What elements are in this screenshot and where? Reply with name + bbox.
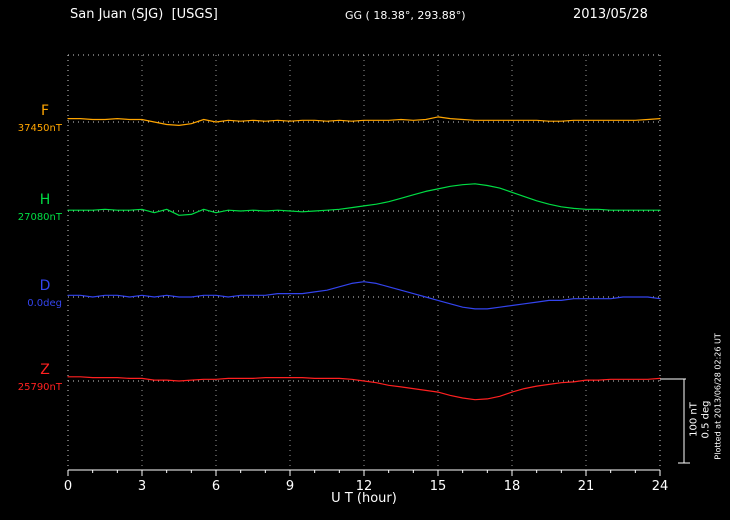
scale-bar-deg-label: 0.5 deg <box>700 400 712 439</box>
x-tick-label: 15 <box>430 479 447 494</box>
x-tick-label: 21 <box>578 479 595 494</box>
series-label-d: D <box>39 278 51 294</box>
geo-coords: GG ( 18.38°, 293.88°) <box>345 9 466 22</box>
trace-H <box>67 183 661 216</box>
trace-F <box>67 116 661 127</box>
scale-bar-nt-label: 100 nT <box>688 402 700 437</box>
x-tick-label: 24 <box>652 479 669 494</box>
series-label-z: Z <box>40 362 50 378</box>
x-tick-label: 9 <box>286 479 294 494</box>
date-label: 2013/05/28 <box>573 7 648 22</box>
series-baseline-f: 37450nT <box>17 123 62 134</box>
x-tick-label: 18 <box>504 479 521 494</box>
series-label-h: H <box>39 192 51 208</box>
x-tick-label: 12 <box>356 479 373 494</box>
series-label-f: F <box>40 103 50 119</box>
series-baseline-h: 27080nT <box>17 212 62 223</box>
series-baseline-d: 0.0deg <box>27 298 62 309</box>
x-tick-label: 6 <box>212 479 220 494</box>
x-tick-label: 3 <box>138 479 146 494</box>
x-axis-title: U T (hour) <box>331 491 397 506</box>
series-baseline-z: 25790nT <box>17 382 62 393</box>
x-tick-label: 0 <box>64 479 72 494</box>
station-title: San Juan (SJG) [USGS] <box>70 7 218 22</box>
trace-D <box>67 281 661 310</box>
plotted-at-note: Plotted at 2013/06/28 02:26 UT <box>713 333 723 460</box>
trace-Z <box>67 376 661 401</box>
